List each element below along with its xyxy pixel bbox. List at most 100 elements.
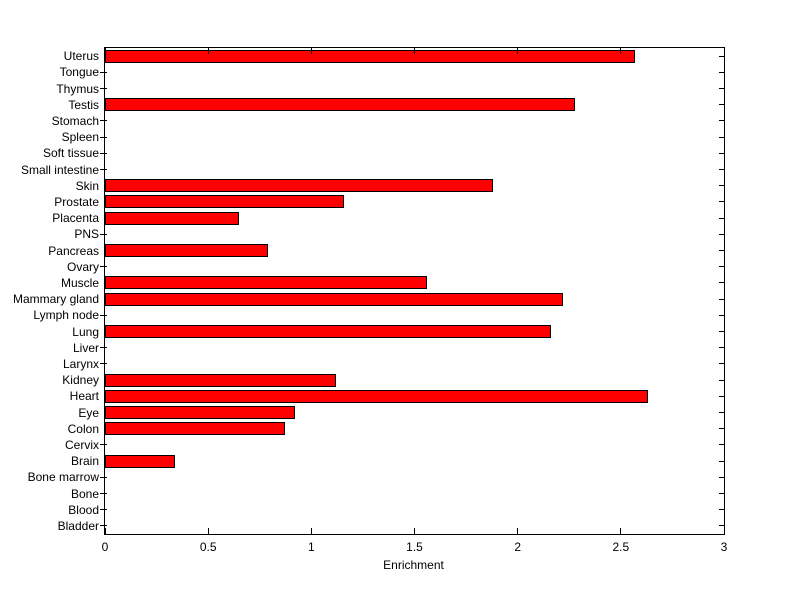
category-label: Prostate xyxy=(54,194,99,209)
x-tick-top xyxy=(724,48,725,54)
y-tick-right xyxy=(719,461,724,462)
y-tick-right xyxy=(719,72,724,73)
y-tick-left xyxy=(100,234,107,235)
y-tick-right xyxy=(719,218,724,219)
y-tick-right xyxy=(719,185,724,186)
y-tick-right xyxy=(719,380,724,381)
x-tick-bottom xyxy=(517,528,518,534)
y-tick-right xyxy=(719,477,724,478)
x-tick-top xyxy=(620,48,621,54)
bar xyxy=(105,293,563,306)
y-tick-right xyxy=(719,120,724,121)
y-tick-left xyxy=(100,266,107,267)
y-tick-left xyxy=(100,444,107,445)
y-tick-right xyxy=(719,169,724,170)
x-tick-bottom xyxy=(414,528,415,534)
category-label: Tongue xyxy=(59,65,99,80)
y-tick-right xyxy=(719,137,724,138)
category-label: Testis xyxy=(68,97,99,112)
x-tick-bottom xyxy=(208,528,209,534)
x-tick-label: 0 xyxy=(101,540,109,554)
category-label: Soft tissue xyxy=(42,146,99,161)
category-label: Heart xyxy=(69,389,99,404)
bar xyxy=(105,455,175,468)
bar xyxy=(105,276,427,289)
y-tick-right xyxy=(719,56,724,57)
y-tick-left xyxy=(100,509,107,510)
y-tick-right xyxy=(719,315,724,316)
y-tick-right xyxy=(719,299,724,300)
y-tick-right xyxy=(719,347,724,348)
x-tick-label: 1.5 xyxy=(406,540,423,554)
x-tick-label: 3 xyxy=(720,540,728,554)
x-tick-bottom xyxy=(105,528,106,534)
y-tick-left xyxy=(100,120,107,121)
x-tick-bottom xyxy=(620,528,621,534)
bar xyxy=(105,406,295,419)
category-label: Placenta xyxy=(52,211,99,226)
x-tick-label: 2 xyxy=(514,540,521,554)
bar xyxy=(105,422,285,435)
category-label: Thymus xyxy=(56,81,99,96)
bar xyxy=(105,195,344,208)
category-label: Lymph node xyxy=(33,308,99,323)
y-tick-left xyxy=(100,72,107,73)
category-label: Stomach xyxy=(51,113,99,128)
category-label: PNS xyxy=(74,227,99,242)
y-tick-left xyxy=(100,137,107,138)
y-tick-right xyxy=(719,412,724,413)
x-tick-label: 0.5 xyxy=(199,540,217,554)
y-tick-right xyxy=(719,104,724,105)
y-tick-left xyxy=(100,153,107,154)
y-tick-left xyxy=(100,477,107,478)
category-label: Uterus xyxy=(63,49,99,64)
x-tick-top xyxy=(517,48,518,54)
category-label: Skin xyxy=(75,178,99,193)
y-tick-right xyxy=(719,201,724,202)
category-label: Liver xyxy=(72,340,99,355)
y-tick-right xyxy=(719,331,724,332)
plot-area: Uterus Tongue Thymus Testis Stomach Spleen Sof… xyxy=(13,47,727,553)
category-label: Small intestine xyxy=(20,162,99,177)
x-tick-label: 2.5 xyxy=(612,540,630,554)
y-tick-left xyxy=(100,493,107,494)
category-label: Pancreas xyxy=(48,243,99,258)
y-tick-left xyxy=(100,347,107,348)
category-label: Bladder xyxy=(57,518,99,533)
bar xyxy=(105,50,635,63)
category-label: Blood xyxy=(68,502,99,517)
y-tick-right xyxy=(719,444,724,445)
y-tick-right xyxy=(719,282,724,283)
bar xyxy=(105,98,575,111)
bar xyxy=(105,325,551,338)
y-tick-right xyxy=(719,88,724,89)
category-label: Spleen xyxy=(61,130,99,145)
category-label: Bone marrow xyxy=(27,470,99,485)
category-label: Lung xyxy=(72,324,99,339)
category-label: Eye xyxy=(78,405,99,420)
y-tick-right xyxy=(719,153,724,154)
y-tick-right xyxy=(719,428,724,429)
y-tick-left xyxy=(100,363,107,364)
category-label: Colon xyxy=(67,421,99,436)
bar xyxy=(105,179,493,192)
y-tick-left xyxy=(100,88,107,89)
y-tick-right xyxy=(719,396,724,397)
x-tick-label: 1 xyxy=(307,540,315,554)
category-label: Brain xyxy=(70,454,99,469)
category-label: Kidney xyxy=(62,373,99,388)
y-tick-right xyxy=(719,493,724,494)
category-label: Cervix xyxy=(64,437,99,452)
bar xyxy=(105,212,239,225)
category-label: Bone xyxy=(70,486,99,501)
x-tick-bottom xyxy=(724,528,725,534)
bar xyxy=(105,390,648,403)
x-tick-top xyxy=(414,48,415,54)
y-tick-left xyxy=(100,169,107,170)
y-tick-left xyxy=(100,525,107,526)
bar xyxy=(105,244,268,257)
y-tick-right xyxy=(719,525,724,526)
bar xyxy=(105,374,336,387)
y-tick-right xyxy=(719,266,724,267)
y-tick-right xyxy=(719,363,724,364)
